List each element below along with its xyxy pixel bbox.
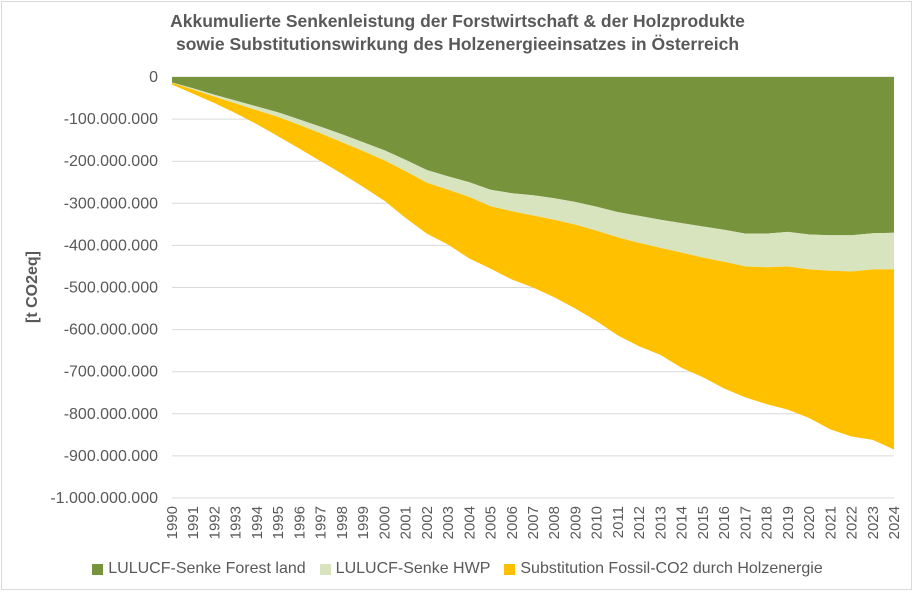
x-tick-label: 2022 xyxy=(844,506,861,539)
x-tick-label: 2017 xyxy=(737,506,754,539)
x-tick-label: 2002 xyxy=(419,506,436,539)
x-tick-label: 2000 xyxy=(376,506,393,539)
y-tick-label: -500.000.000 xyxy=(64,280,158,297)
x-tick-label: 2013 xyxy=(652,506,669,539)
x-tick-label: 1991 xyxy=(185,506,202,539)
x-tick-label: 2011 xyxy=(610,506,627,538)
x-tick-label: 1997 xyxy=(313,506,330,539)
legend-item: LULUCF-Senke Forest land xyxy=(92,560,306,578)
x-tick-label: 2007 xyxy=(525,506,542,539)
x-tick-label: 2018 xyxy=(759,506,776,539)
x-tick-label: 1994 xyxy=(249,506,266,539)
x-tick-label: 2012 xyxy=(631,506,648,539)
y-tick-label: -700.000.000 xyxy=(64,364,158,381)
y-tick-label: 0 xyxy=(149,69,158,86)
x-tick-label: 1998 xyxy=(334,506,351,539)
x-tick-label: 2003 xyxy=(440,506,457,539)
x-tick-label: 2016 xyxy=(716,506,733,539)
legend-item: Substitution Fossil-CO2 durch Holzenergi… xyxy=(504,560,823,578)
chart-legend: LULUCF-Senke Forest land LULUCF-Senke HWP… xyxy=(0,560,915,578)
x-tick-label: 2004 xyxy=(461,506,478,539)
y-tick-label: -300.000.000 xyxy=(64,195,158,212)
x-tick-label: 2015 xyxy=(695,506,712,539)
x-tick-label: 1990 xyxy=(164,506,181,539)
x-tick-label: 2010 xyxy=(589,506,606,539)
x-tick-label: 2009 xyxy=(568,506,585,539)
stacked-areas xyxy=(172,77,894,450)
area-series-3 xyxy=(172,82,894,450)
y-tick-label: -900.000.000 xyxy=(64,448,158,465)
legend-swatch xyxy=(319,563,331,575)
legend-label: LULUCF-Senke HWP xyxy=(335,560,491,577)
x-tick-label: 1992 xyxy=(207,506,224,539)
y-tick-label: -600.000.000 xyxy=(64,322,158,339)
y-tick-label: -800.000.000 xyxy=(64,406,158,423)
x-tick-label: 1999 xyxy=(355,506,372,539)
area-series-1 xyxy=(172,77,894,236)
x-tick-label: 2020 xyxy=(801,506,818,539)
legend-swatch xyxy=(92,563,104,575)
x-tick-label: 2019 xyxy=(780,506,797,539)
y-axis-label: [t CO2eq] xyxy=(24,251,41,323)
x-tick-label: 2006 xyxy=(504,506,521,539)
chart-title-line-1: Akkumulierte Senkenleistung der Forstwir… xyxy=(170,11,745,31)
chart-title-line-2: sowie Substitutionswirkung des Holzenerg… xyxy=(175,34,740,54)
x-axis-ticks: 1990 1991 1992 1993 1994 1995 1996 1997 1998 1999… xyxy=(164,506,903,539)
x-tick-label: 2008 xyxy=(546,506,563,539)
x-tick-label: 2014 xyxy=(674,506,691,539)
legend-label: LULUCF-Senke Forest land xyxy=(108,560,306,577)
chart-title: Akkumulierte Senkenleistung der Forstwir… xyxy=(0,10,915,56)
y-tick-label: -400.000.000 xyxy=(64,237,158,254)
legend-item: LULUCF-Senke HWP xyxy=(319,560,491,578)
area-series-2 xyxy=(172,82,894,272)
legend-swatch xyxy=(504,563,516,575)
x-tick-label: 1993 xyxy=(228,506,245,539)
y-tick-label: -1.000.000.000 xyxy=(50,490,158,507)
x-tick-label: 2021 xyxy=(822,506,839,539)
x-tick-label: 2024 xyxy=(886,506,903,539)
x-tick-label: 2023 xyxy=(865,506,882,539)
x-tick-label: 2001 xyxy=(398,506,415,539)
x-tick-label: 2005 xyxy=(483,506,500,539)
legend-label: Substitution Fossil-CO2 durch Holzenergi… xyxy=(520,560,823,577)
y-tick-label: -200.000.000 xyxy=(64,153,158,170)
y-tick-label: -100.000.000 xyxy=(64,111,158,128)
x-tick-label: 1996 xyxy=(291,506,308,539)
y-axis-ticks: 0 -100.000.000 -200.000.000 -300.000.000 -40… xyxy=(50,69,158,507)
x-tick-label: 1995 xyxy=(270,506,287,539)
